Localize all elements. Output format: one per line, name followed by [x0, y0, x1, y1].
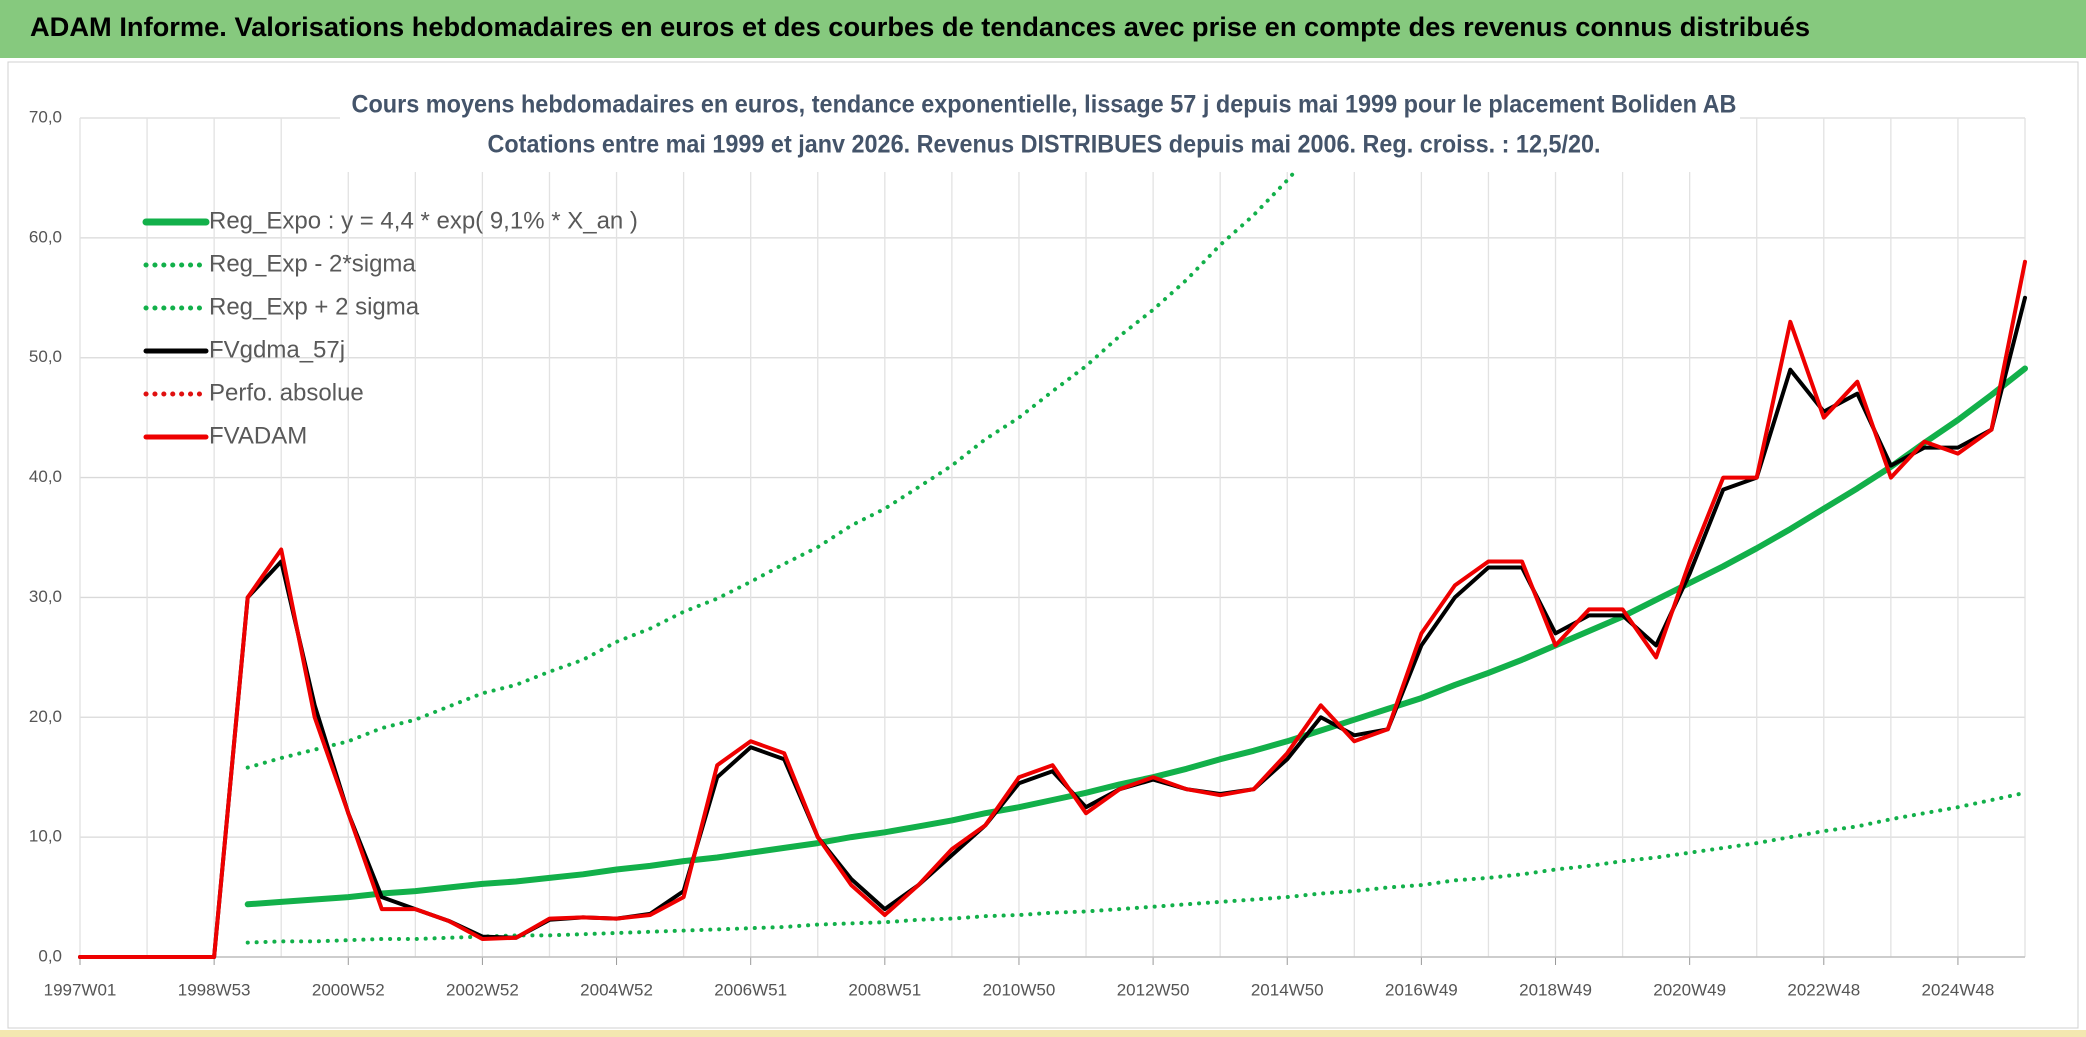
x-tick-label: 2012W50 [1117, 980, 1190, 999]
x-tick-label: 2014W50 [1251, 980, 1324, 999]
legend-label: Perfo. absolue [209, 379, 364, 406]
title-backdrop [340, 82, 1740, 172]
chart-title: Cours moyens hebdomadaires en euros, ten… [352, 91, 1737, 119]
y-tick-label: 50,0 [29, 347, 62, 366]
x-tick-label: 2008W51 [848, 980, 921, 999]
x-tick-label: 2000W52 [312, 980, 385, 999]
x-tick-label: 2022W48 [1787, 980, 1860, 999]
legend-label: Reg_Expo : y = 4,4 * exp( 9,1% * X_an ) [209, 207, 638, 234]
x-tick-label: 2018W49 [1519, 980, 1592, 999]
y-tick-label: 30,0 [29, 587, 62, 606]
plot-area [78, 115, 2028, 959]
series-line [244, 365, 2028, 908]
legend-label: Reg_Exp + 2 sigma [209, 293, 420, 320]
bottom-bar [0, 1030, 2086, 1037]
legend-label: FVgdma_57j [209, 336, 345, 363]
series-line [78, 295, 2027, 959]
y-tick-label: 40,0 [29, 467, 62, 486]
legend: Reg_Expo : y = 4,4 * exp( 9,1% * X_an ) R… [142, 207, 638, 449]
x-tick-label: 2010W50 [983, 980, 1056, 999]
series-line [245, 115, 1347, 770]
header-title: ADAM Informe. Valorisations hebdomadaire… [30, 12, 1810, 42]
y-tick-label: 0,0 [38, 946, 62, 965]
chart-subtitle: Cotations entre mai 1999 et janv 2026. R… [488, 131, 1601, 159]
x-tick-label: 1997W01 [44, 980, 117, 999]
x-tick-label: 2024W48 [1922, 980, 1995, 999]
series-line [245, 790, 2027, 945]
y-tick-label: 70,0 [29, 107, 62, 126]
x-tick-label: 2006W51 [714, 980, 787, 999]
y-tick-label: 20,0 [29, 707, 62, 726]
x-tick-label: 2004W52 [580, 980, 653, 999]
legend-label: FVADAM [209, 422, 307, 449]
y-tick-label: 60,0 [29, 227, 62, 246]
x-tick-label: 2016W49 [1385, 980, 1458, 999]
x-tick-label: 1998W53 [178, 980, 251, 999]
header-bar [0, 0, 2086, 58]
x-tick-label: 2020W49 [1653, 980, 1726, 999]
chart-frame [7, 61, 2079, 1029]
series-line [78, 259, 2027, 959]
legend-label: Reg_Exp - 2*sigma [209, 250, 416, 277]
y-tick-label: 10,0 [29, 827, 62, 846]
x-tick-label: 2002W52 [446, 980, 519, 999]
